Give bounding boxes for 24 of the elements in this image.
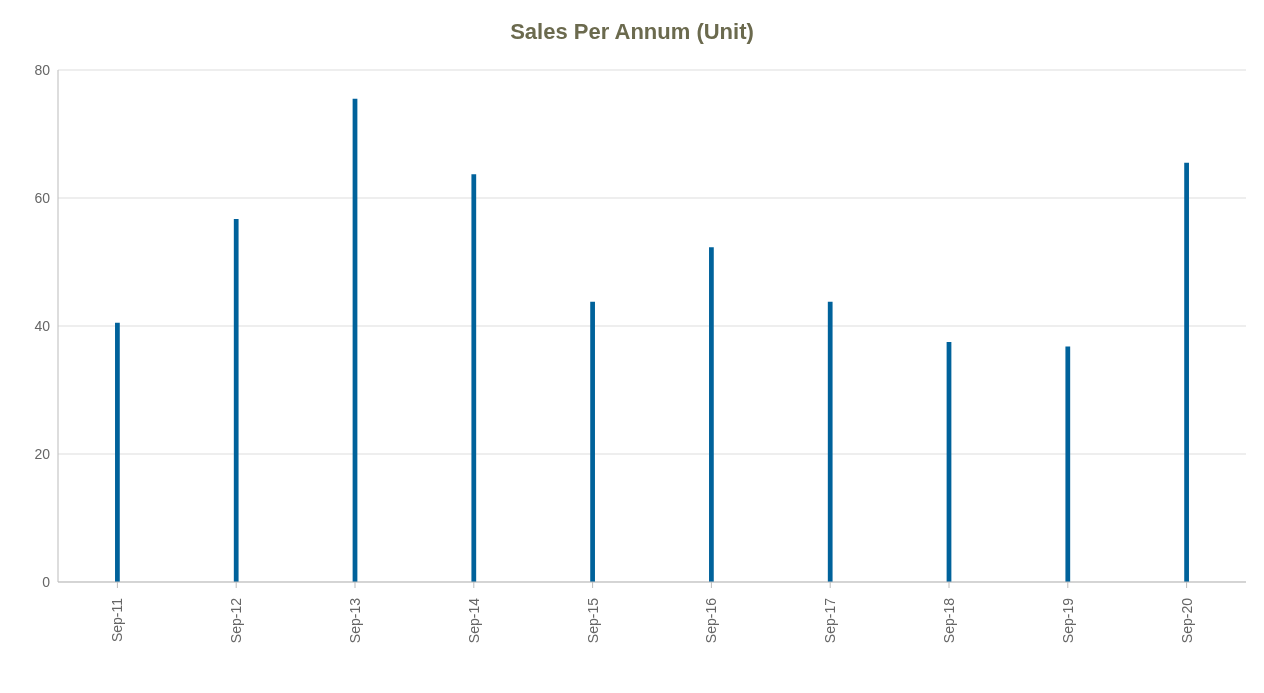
y-tick-label: 40 [34,317,51,334]
x-tick-label: Sep-14 [465,597,482,644]
x-tick-label: Sep-17 [822,597,839,644]
bar [590,301,595,582]
y-tick-label: 80 [34,61,51,78]
y-tick-label: 60 [34,189,51,206]
x-tick-label: Sep-13 [347,597,363,644]
bar [1065,346,1071,582]
x-tick-label: Sep-15 [584,597,601,644]
x-tick-label: Sep-12 [228,597,245,644]
x-tick-label: Sep-20 [1178,597,1195,644]
bar [115,322,120,582]
bar [709,247,714,582]
bar [233,219,239,582]
x-tick-label: Sep-16 [703,597,720,644]
bar [471,174,477,582]
bar [1184,162,1189,582]
bar [827,301,833,582]
x-tick-label: Sep-19 [1059,597,1076,644]
chart-title: Sales Per Annum (Unit) [509,18,755,46]
x-tick-label: Sep-18 [941,597,957,644]
x-tick-label: Sep-11 [109,597,126,643]
y-tick-label: 0 [42,573,51,590]
y-tick-label: 20 [34,445,51,462]
